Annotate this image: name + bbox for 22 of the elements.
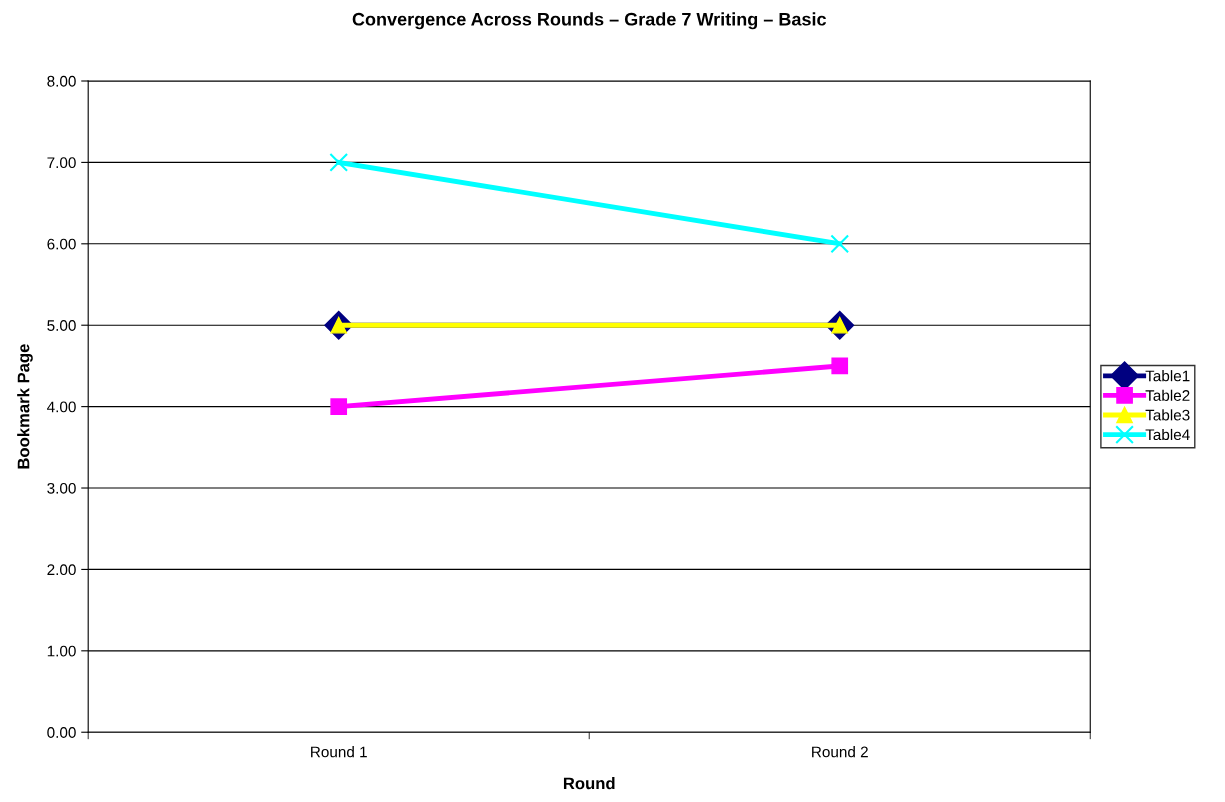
point bbox=[830, 234, 850, 254]
legend-label: Table1 bbox=[1145, 370, 1190, 382]
x-tick-label: Round 2 bbox=[812, 746, 868, 758]
y-tick-label: 4.00 bbox=[47, 401, 76, 413]
legend-label: Table4 bbox=[1145, 428, 1190, 441]
y-tick-label: 6.00 bbox=[47, 238, 76, 250]
chart-title: Convergence Across Rounds – Grade 7 Writing – Basic bbox=[352, 12, 827, 30]
point bbox=[831, 357, 849, 375]
y-tick-label: 5.00 bbox=[47, 320, 76, 331]
y-axis-title: Bookmark Page bbox=[17, 344, 33, 469]
point bbox=[330, 398, 348, 415]
y-tick-label: 8.00 bbox=[47, 75, 76, 87]
point bbox=[329, 153, 349, 172]
y-tick-label: 1.00 bbox=[47, 645, 76, 657]
legend-label: Table2 bbox=[1145, 389, 1190, 401]
x-axis-title: Round bbox=[563, 777, 615, 790]
x-tick-label: Round 1 bbox=[311, 746, 367, 758]
y-tick-label: 3.00 bbox=[47, 482, 76, 494]
legend-label: Table3 bbox=[1145, 409, 1190, 421]
y-tick-label: 2.00 bbox=[47, 564, 76, 576]
y-tick-label: 0.00 bbox=[47, 727, 76, 738]
y-tick-label: 7.00 bbox=[47, 157, 76, 169]
